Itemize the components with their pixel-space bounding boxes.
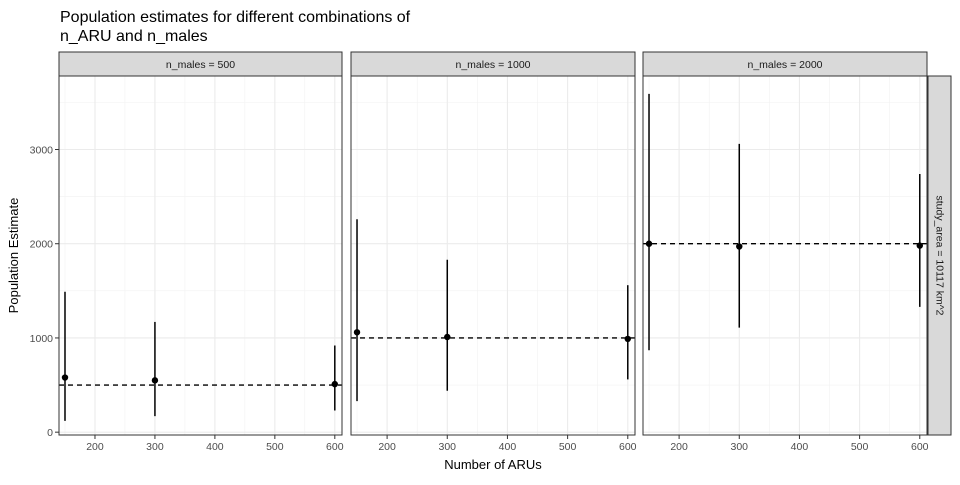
facet-strip-label: n_males = 2000 (747, 59, 822, 71)
facet-strip-label: n_males = 1000 (455, 59, 530, 71)
y-tick-label: 0 (47, 427, 53, 439)
x-tick-label: 500 (559, 441, 577, 453)
x-tick-label: 600 (911, 441, 929, 453)
chart-title-line: Population estimates for different combi… (60, 9, 411, 26)
y-tick-label: 3000 (30, 144, 54, 156)
x-tick-label: 200 (378, 441, 396, 453)
x-tick-label: 400 (791, 441, 809, 453)
panel-background (351, 76, 635, 435)
chart-title-line: n_ARU and n_males (60, 28, 208, 45)
x-tick-label: 500 (266, 441, 284, 453)
facet-strip (350, 51, 636, 77)
x-tick-label: 500 (851, 441, 869, 453)
panel-background (643, 76, 927, 435)
y-axis-title: Population Estimate (6, 198, 21, 314)
data-point (645, 240, 653, 247)
x-tick-label: 600 (619, 441, 637, 453)
facet-strip-label: n_males = 500 (166, 59, 235, 71)
facet-strip-right-label: study_area = 10117 km^2 (934, 195, 946, 315)
x-tick-label: 400 (206, 441, 224, 453)
x-tick-label: 300 (731, 441, 749, 453)
facet-strip (58, 51, 343, 77)
x-tick-label: 600 (326, 441, 344, 453)
data-point (353, 329, 361, 336)
x-axis-title: Number of ARUs (444, 457, 542, 472)
x-tick-label: 300 (439, 441, 457, 453)
x-tick-label: 200 (670, 441, 688, 453)
x-tick-label: 300 (146, 441, 164, 453)
data-point (61, 374, 69, 381)
data-point (736, 243, 743, 250)
data-point (151, 377, 159, 384)
x-tick-label: 200 (86, 441, 104, 453)
x-tick-label: 400 (499, 441, 517, 453)
y-tick-label: 2000 (30, 239, 54, 251)
data-point (444, 333, 451, 341)
facet-strip (642, 51, 928, 77)
panel-background (59, 76, 342, 435)
y-tick-label: 1000 (30, 333, 54, 345)
facet-strip-right (927, 75, 952, 436)
data-point (331, 380, 339, 388)
data-point (916, 242, 923, 249)
data-point (624, 335, 631, 343)
